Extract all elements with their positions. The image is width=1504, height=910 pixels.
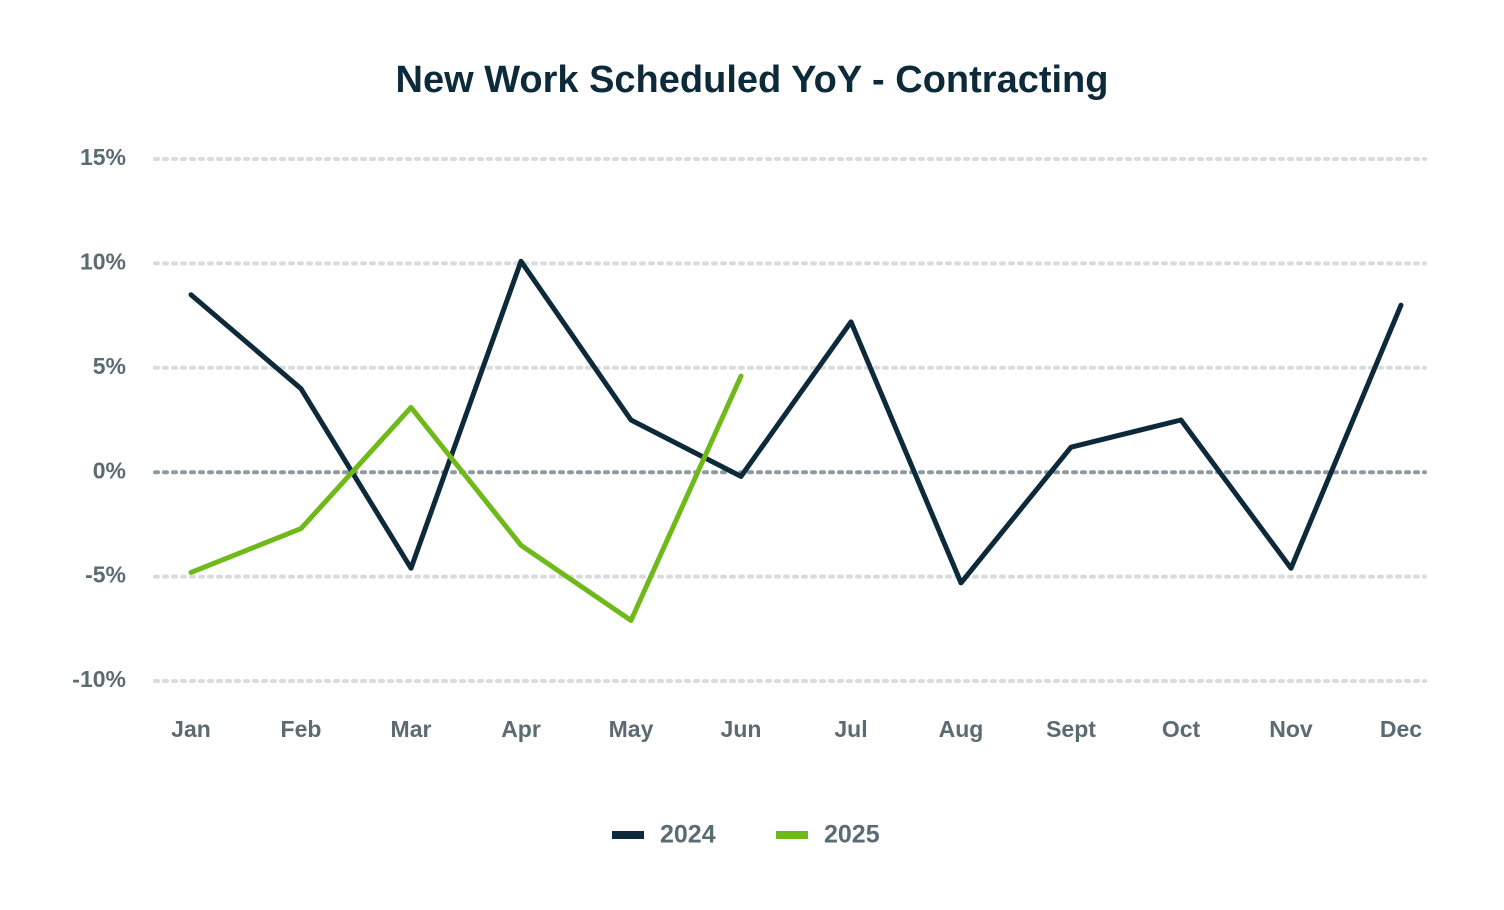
- x-tick-label: Apr: [501, 716, 541, 742]
- x-tick-label: Oct: [1162, 716, 1201, 742]
- legend-label: 2024: [660, 821, 716, 849]
- x-tick-label: Sept: [1046, 716, 1096, 742]
- x-tick-label: Dec: [1380, 716, 1422, 742]
- series-line: [188, 258, 1404, 586]
- x-tick-label: May: [609, 716, 654, 742]
- legend-label: 2025: [824, 821, 880, 849]
- x-tick-label: Aug: [939, 716, 984, 742]
- x-tick-label: Nov: [1269, 716, 1313, 742]
- x-tick-label: Feb: [281, 716, 322, 742]
- y-tick-label: -10%: [72, 666, 126, 692]
- legend-swatch: [612, 831, 644, 839]
- x-tick-label: Mar: [391, 716, 432, 742]
- y-tick-label: 0%: [93, 457, 126, 483]
- y-tick-label: 5%: [93, 353, 126, 379]
- x-tick-label: Jul: [834, 716, 867, 742]
- x-tick-label: Jun: [721, 716, 762, 742]
- series-line: [188, 373, 744, 623]
- x-tick-label: Jan: [171, 716, 211, 742]
- y-tick-label: 10%: [80, 248, 126, 274]
- legend-swatch: [776, 831, 808, 839]
- y-tick-label: 15%: [80, 144, 126, 170]
- chart-title: New Work Scheduled YoY - Contracting: [396, 59, 1109, 101]
- y-tick-label: -5%: [85, 562, 126, 588]
